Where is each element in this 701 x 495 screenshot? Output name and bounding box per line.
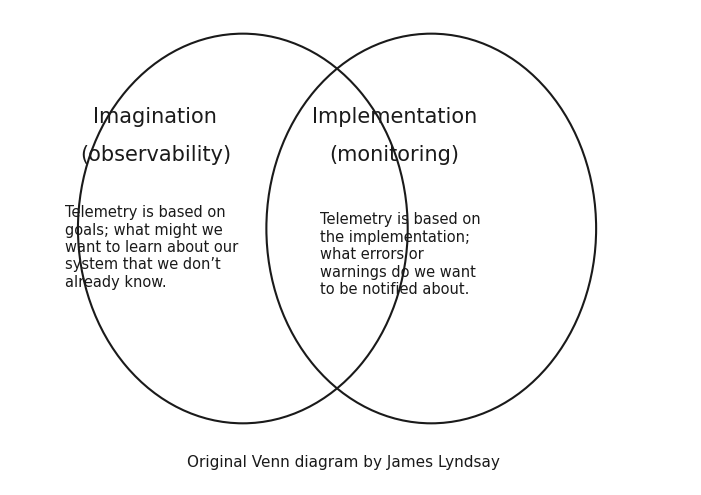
Text: (observability): (observability) bbox=[80, 145, 231, 165]
Text: Telemetry is based on
goals; what might we
want to learn about our
system that w: Telemetry is based on goals; what might … bbox=[65, 205, 238, 290]
Text: Telemetry is based on
the implementation;
what errors or
warnings do we want
to : Telemetry is based on the implementation… bbox=[320, 212, 481, 297]
Text: Original Venn diagram by James Lyndsay: Original Venn diagram by James Lyndsay bbox=[187, 455, 501, 470]
Text: Imagination: Imagination bbox=[93, 107, 217, 127]
Text: (monitoring): (monitoring) bbox=[329, 145, 459, 165]
Text: Implementation: Implementation bbox=[312, 107, 477, 127]
